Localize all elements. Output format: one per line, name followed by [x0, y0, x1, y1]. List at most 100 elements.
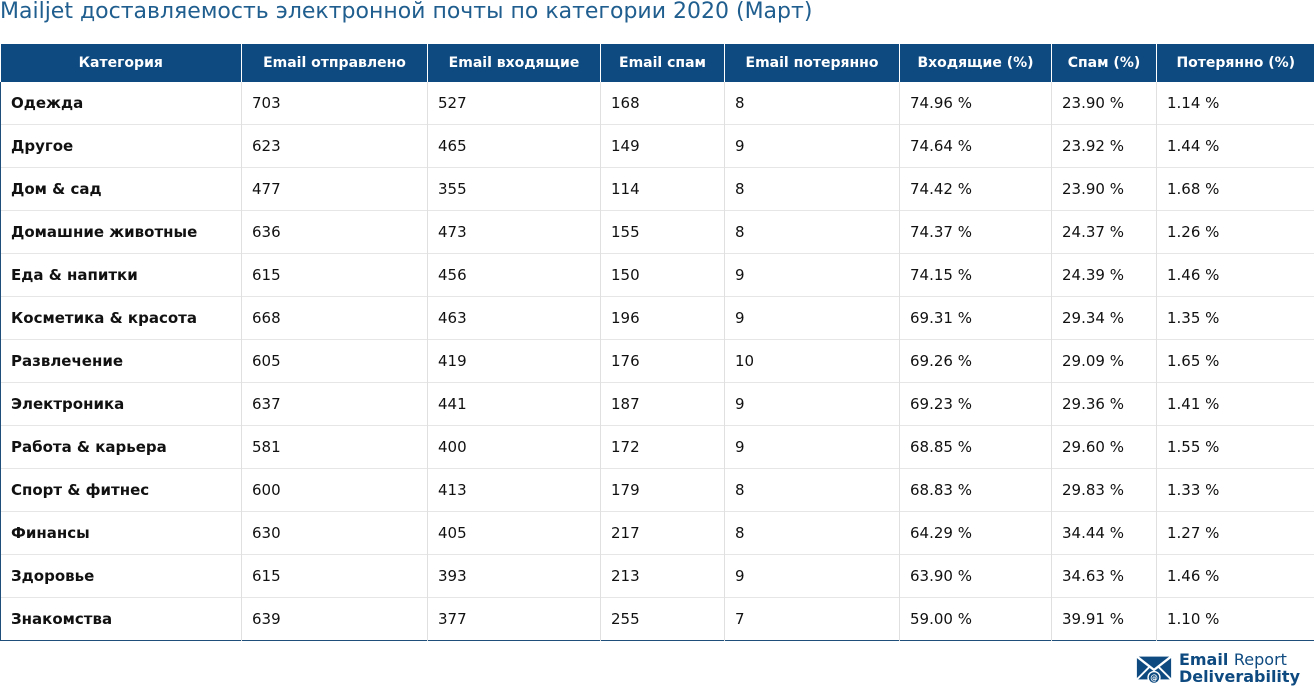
value-cell: 1.46 %: [1156, 554, 1314, 598]
value-cell: 668: [241, 296, 428, 340]
value-cell: 8: [724, 82, 900, 125]
table-row: Дом & сад 477 355 114 8 74.42 % 23.90 % 1.68 %: [0, 167, 1314, 211]
value-cell: 29.60 %: [1051, 425, 1157, 469]
value-cell: 456: [427, 253, 601, 297]
value-cell: 1.27 %: [1156, 511, 1314, 555]
table-row: Еда & напитки 615 456 150 9 74.15 % 24.39 % 1.4…: [0, 253, 1314, 297]
value-cell: 1.68 %: [1156, 167, 1314, 211]
value-cell: 176: [600, 339, 725, 383]
value-cell: 68.83 %: [899, 468, 1052, 512]
column-header: Входящие (%): [899, 44, 1052, 82]
value-cell: 9: [724, 382, 900, 426]
value-cell: 24.37 %: [1051, 210, 1157, 254]
value-cell: 23.92 %: [1051, 124, 1157, 168]
value-cell: 59.00 %: [899, 597, 1052, 641]
value-cell: 217: [600, 511, 725, 555]
value-cell: 24.39 %: [1051, 253, 1157, 297]
category-cell: Электроника: [0, 382, 242, 426]
table-row: Косметика & красота 668 463 196 9 69.31 % 29.3…: [0, 296, 1314, 340]
value-cell: 465: [427, 124, 601, 168]
value-cell: 255: [600, 597, 725, 641]
value-cell: 187: [600, 382, 725, 426]
value-cell: 74.64 %: [899, 124, 1052, 168]
value-cell: 9: [724, 554, 900, 598]
value-cell: 114: [600, 167, 725, 211]
value-cell: 39.91 %: [1051, 597, 1157, 641]
value-cell: 581: [241, 425, 428, 469]
value-cell: 63.90 %: [899, 554, 1052, 598]
value-cell: 8: [724, 210, 900, 254]
table-row: Здоровье 615 393 213 9 63.90 % 34.63 % 1.46 %: [0, 554, 1314, 598]
table-header-row: Категория Email отправлено Email входящие E…: [0, 44, 1314, 82]
value-cell: 1.33 %: [1156, 468, 1314, 512]
value-cell: 69.23 %: [899, 382, 1052, 426]
svg-text:@: @: [1150, 673, 1158, 682]
value-cell: 213: [600, 554, 725, 598]
value-cell: 377: [427, 597, 601, 641]
envelope-at-icon: @: [1136, 655, 1172, 685]
value-cell: 29.34 %: [1051, 296, 1157, 340]
table-row: Другое 623 465 149 9 74.64 % 23.92 % 1.44 %: [0, 124, 1314, 168]
value-cell: 703: [241, 82, 428, 125]
value-cell: 463: [427, 296, 601, 340]
page-title: Mailjet доставляемость электронной почты…: [0, 0, 813, 24]
value-cell: 355: [427, 167, 601, 211]
value-cell: 393: [427, 554, 601, 598]
value-cell: 623: [241, 124, 428, 168]
value-cell: 473: [427, 210, 601, 254]
value-cell: 74.96 %: [899, 82, 1052, 125]
column-header: Потерянно (%): [1156, 44, 1314, 82]
category-cell: Развлечение: [0, 339, 242, 383]
value-cell: 639: [241, 597, 428, 641]
value-cell: 400: [427, 425, 601, 469]
table-row: Домашние животные 636 473 155 8 74.37 % 24.37 …: [0, 210, 1314, 254]
brand-logo: @ Email Report Deliverability: [1135, 648, 1300, 688]
value-cell: 34.63 %: [1051, 554, 1157, 598]
category-cell: Еда & напитки: [0, 253, 242, 297]
column-header: Категория: [0, 44, 242, 82]
column-header: Email потерянно: [724, 44, 900, 82]
value-cell: 74.37 %: [899, 210, 1052, 254]
value-cell: 68.85 %: [899, 425, 1052, 469]
table-row: Развлечение 605 419 176 10 69.26 % 29.09 % 1.65…: [0, 339, 1314, 383]
table-row: Одежда 703 527 168 8 74.96 % 23.90 % 1.14 %: [0, 82, 1314, 125]
value-cell: 150: [600, 253, 725, 297]
category-cell: Другое: [0, 124, 242, 168]
column-header: Email спам: [600, 44, 725, 82]
value-cell: 69.26 %: [899, 339, 1052, 383]
value-cell: 1.65 %: [1156, 339, 1314, 383]
value-cell: 1.55 %: [1156, 425, 1314, 469]
value-cell: 7: [724, 597, 900, 641]
value-cell: 155: [600, 210, 725, 254]
value-cell: 23.90 %: [1051, 82, 1157, 125]
value-cell: 527: [427, 82, 601, 125]
category-cell: Косметика & красота: [0, 296, 242, 340]
value-cell: 405: [427, 511, 601, 555]
value-cell: 64.29 %: [899, 511, 1052, 555]
value-cell: 637: [241, 382, 428, 426]
logo-word-report: Report: [1233, 650, 1287, 669]
value-cell: 1.26 %: [1156, 210, 1314, 254]
value-cell: 172: [600, 425, 725, 469]
value-cell: 9: [724, 425, 900, 469]
column-header: Email отправлено: [241, 44, 428, 82]
value-cell: 1.10 %: [1156, 597, 1314, 641]
table-row: Финансы 630 405 217 8 64.29 % 34.44 % 1.27 %: [0, 511, 1314, 555]
value-cell: 636: [241, 210, 428, 254]
value-cell: 605: [241, 339, 428, 383]
value-cell: 1.41 %: [1156, 382, 1314, 426]
value-cell: 413: [427, 468, 601, 512]
table-row: Электроника 637 441 187 9 69.23 % 29.36 % 1.41 …: [0, 382, 1314, 426]
value-cell: 29.09 %: [1051, 339, 1157, 383]
value-cell: 600: [241, 468, 428, 512]
category-cell: Здоровье: [0, 554, 242, 598]
table-body: Одежда 703 527 168 8 74.96 % 23.90 % 1.14 % Друг…: [0, 82, 1314, 641]
value-cell: 615: [241, 253, 428, 297]
value-cell: 74.42 %: [899, 167, 1052, 211]
category-cell: Знакомства: [0, 597, 242, 641]
value-cell: 8: [724, 167, 900, 211]
column-header: Email входящие: [427, 44, 601, 82]
value-cell: 9: [724, 296, 900, 340]
table-row: Знакомства 639 377 255 7 59.00 % 39.91 % 1.10 %: [0, 597, 1314, 641]
value-cell: 1.46 %: [1156, 253, 1314, 297]
